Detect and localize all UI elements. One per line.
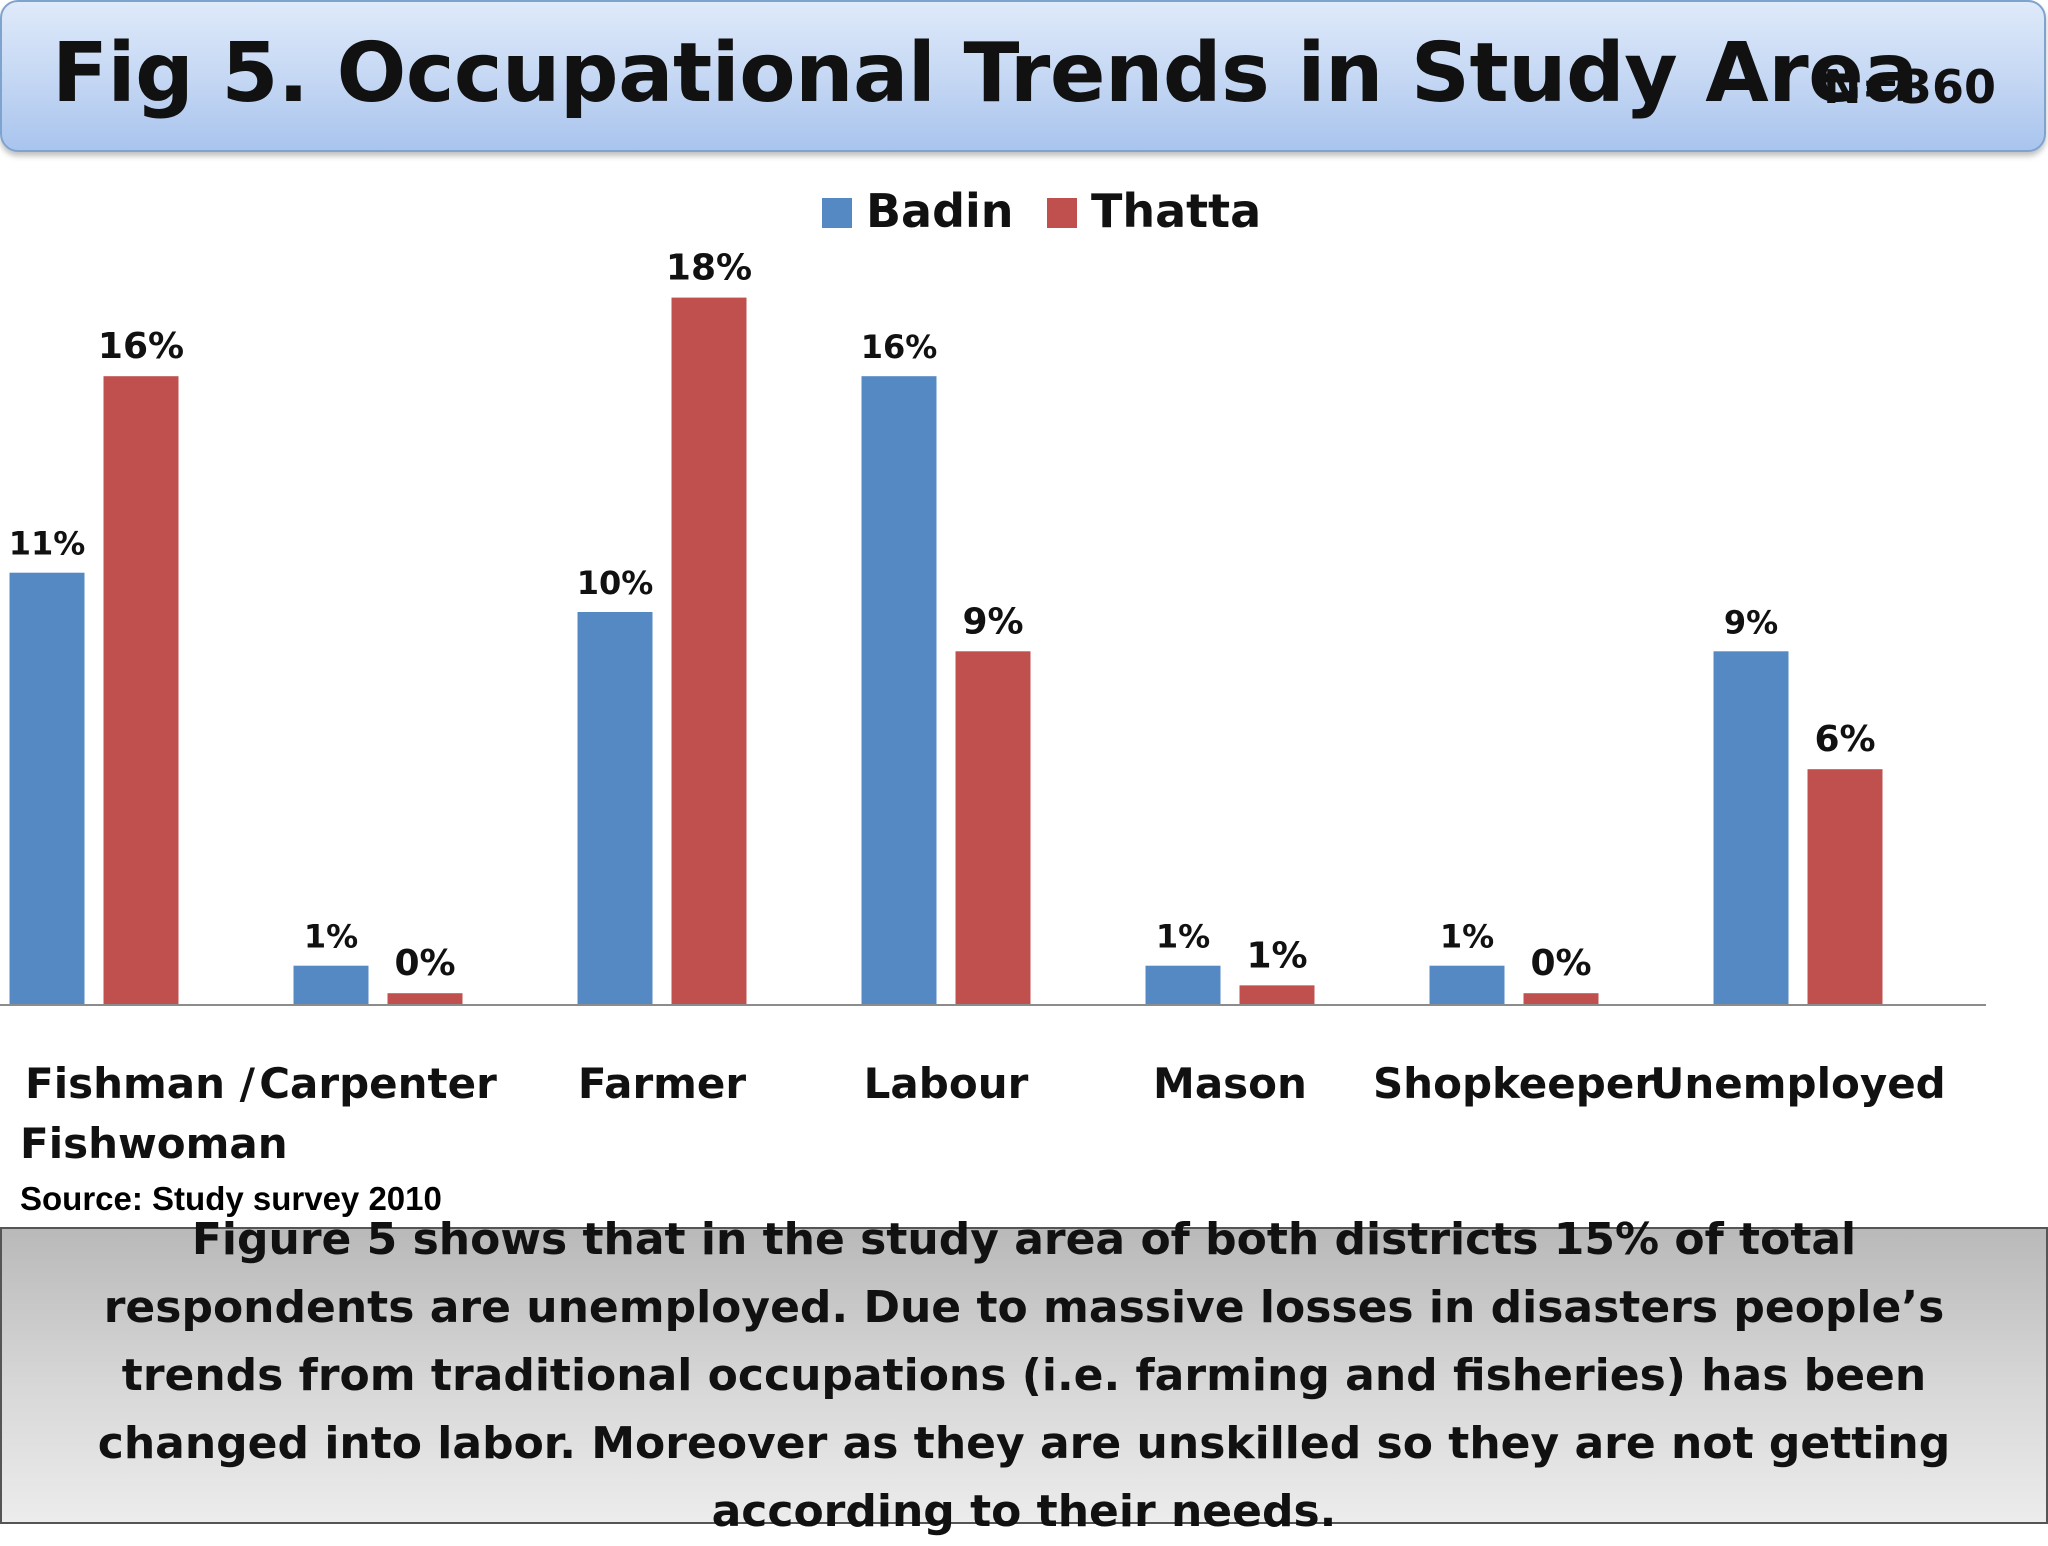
value-labels-group: 11% 16% 1% 0% 10% 18% 16% 9% 1% 1% 1% 0% 9% 6% bbox=[9, 248, 1876, 985]
category-label-6: Unemployed bbox=[1650, 1059, 1946, 1108]
value-label-thatta-4: 1% bbox=[1246, 935, 1307, 976]
value-label-badin-3: 16% bbox=[861, 328, 938, 366]
bar-thatta-6 bbox=[1807, 769, 1883, 1005]
category-label-3: Labour bbox=[864, 1059, 1029, 1108]
bar-badin-6 bbox=[1713, 651, 1789, 1005]
title-banner: Fig 5. Occupational Trends in Study Area… bbox=[0, 0, 2046, 152]
bar-badin-3 bbox=[861, 376, 937, 1005]
bar-thatta-0 bbox=[103, 376, 179, 1005]
bar-badin-4 bbox=[1145, 965, 1221, 1005]
bar-thatta-3 bbox=[955, 651, 1031, 1005]
legend-swatch-badin bbox=[822, 198, 852, 228]
bar-thatta-5 bbox=[1523, 993, 1599, 1005]
value-label-thatta-0: 16% bbox=[98, 326, 184, 367]
bars-group bbox=[9, 297, 1883, 1006]
chart-legend: Badin Thatta bbox=[822, 184, 1261, 238]
source-note: Source: Study survey 2010 bbox=[20, 1180, 442, 1217]
legend-label-thatta: Thatta bbox=[1091, 184, 1261, 238]
legend-label-badin: Badin bbox=[866, 184, 1014, 238]
category-label-4: Mason bbox=[1153, 1059, 1307, 1108]
page-title: Fig 5. Occupational Trends in Study Area bbox=[52, 26, 1919, 121]
category-label-0-line0: Fishman / bbox=[25, 1059, 256, 1108]
bar-badin-1 bbox=[293, 965, 369, 1005]
bar-badin-2 bbox=[577, 612, 653, 1005]
value-label-thatta-1: 0% bbox=[394, 943, 455, 984]
category-label-2: Farmer bbox=[578, 1059, 747, 1108]
caption-box: Figure 5 shows that in the study area of… bbox=[0, 1214, 2048, 1537]
value-label-thatta-6: 6% bbox=[1814, 719, 1875, 760]
sample-size-label: N=360 bbox=[1822, 60, 1996, 114]
value-label-badin-0: 11% bbox=[9, 525, 86, 563]
bar-chart: Badin Thatta 11% 16% 1% 0% 10% 18% 16% 9% 1% 1% 1%… bbox=[0, 184, 1986, 1168]
bar-thatta-4 bbox=[1239, 985, 1315, 1005]
category-label-5: Shopkeeper bbox=[1373, 1059, 1655, 1108]
category-labels-group: Fishman / Fishwoman Carpenter Farmer Labour M… bbox=[20, 1059, 1946, 1168]
value-label-thatta-3: 9% bbox=[962, 601, 1023, 642]
caption-text: Figure 5 shows that in the study area of… bbox=[97, 1213, 1951, 1537]
value-label-thatta-5: 0% bbox=[1530, 943, 1591, 984]
legend-swatch-thatta bbox=[1047, 198, 1077, 228]
value-label-badin-4: 1% bbox=[1156, 918, 1210, 956]
value-label-badin-6: 9% bbox=[1724, 603, 1778, 641]
value-label-badin-2: 10% bbox=[577, 564, 654, 602]
value-label-badin-5: 1% bbox=[1440, 918, 1494, 956]
category-label-0-line1: Fishwoman bbox=[20, 1119, 288, 1168]
bar-badin-0 bbox=[9, 572, 85, 1005]
bar-thatta-2 bbox=[671, 297, 747, 1006]
value-label-badin-1: 1% bbox=[304, 918, 358, 956]
category-label-1: Carpenter bbox=[259, 1059, 497, 1108]
bar-badin-5 bbox=[1429, 965, 1505, 1005]
value-label-thatta-2: 18% bbox=[666, 248, 752, 289]
bar-thatta-1 bbox=[387, 993, 463, 1005]
